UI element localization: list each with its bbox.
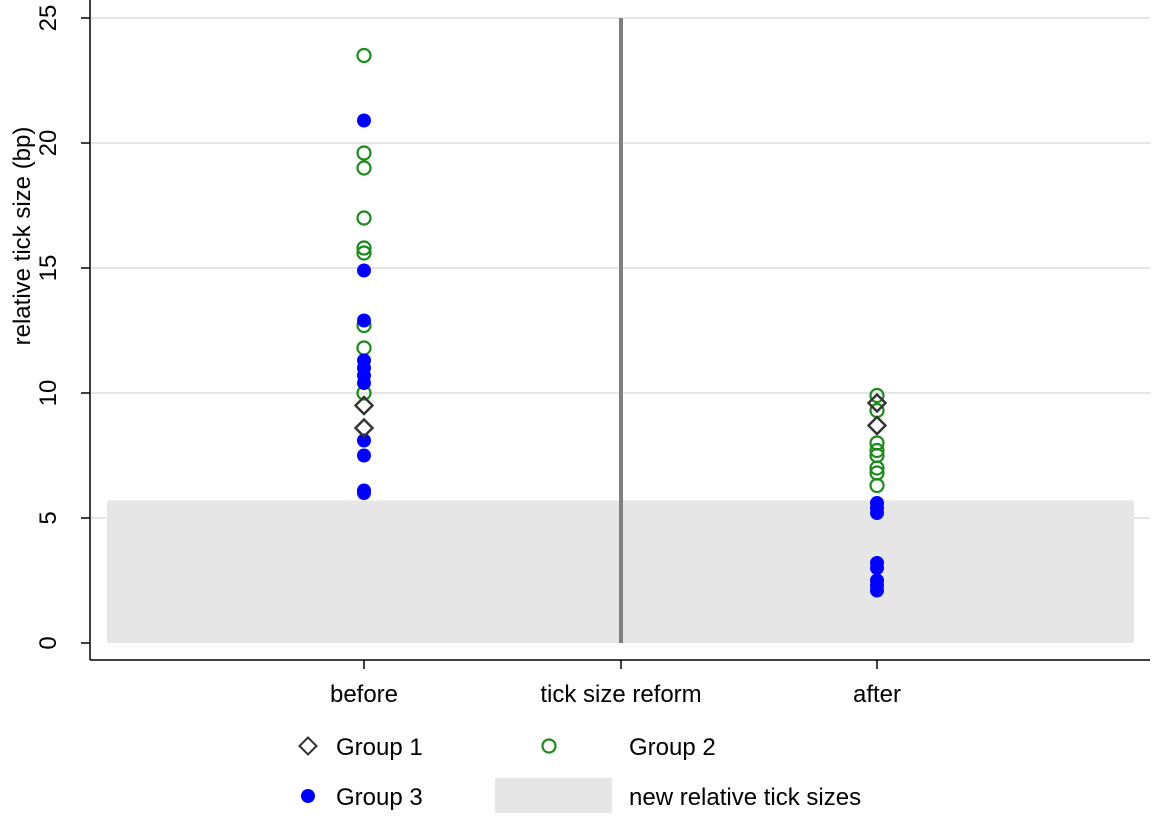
group-3-point: [870, 583, 884, 598]
y-tick-label: 5: [35, 511, 62, 524]
legend-marker-group-3: [301, 789, 315, 803]
group-1-point: [866, 415, 888, 436]
group-3-point: [357, 376, 371, 390]
legend-label-group-3: Group 3: [336, 784, 423, 811]
group-3-point: [357, 486, 371, 500]
group-2-point: [869, 460, 885, 476]
group-3-point: [357, 433, 371, 448]
x-tick-label: before: [330, 681, 398, 708]
group-3-point: [357, 313, 371, 328]
y-tick-label: 20: [35, 130, 62, 157]
group-3-point: [357, 113, 371, 128]
legend-swatch-new-relative-tick-sizes: [495, 778, 612, 813]
legend-label-group-2: Group 2: [629, 734, 716, 761]
group-1-point: [866, 392, 888, 414]
y-tick-label: 10: [35, 380, 62, 407]
group-2-point: [356, 160, 372, 176]
y-axis-label: relative tick size (bp): [9, 127, 36, 346]
x-tick-label: tick size reform: [540, 681, 701, 708]
legend-marker-group-2: [541, 738, 557, 754]
group-2-point: [356, 240, 372, 256]
legend-marker-group-1: [298, 736, 318, 756]
legend: Group 1 Group 2 Group 3 new relative tick s…: [298, 734, 861, 813]
group-2-point: [356, 47, 372, 64]
x-tick-label: after: [853, 681, 901, 708]
group-3-point: [357, 263, 371, 278]
group-1-point: [353, 395, 375, 416]
group-2-point: [869, 442, 885, 459]
group-3-point: [870, 506, 884, 520]
y-tick-label: 0: [35, 636, 62, 649]
legend-label-new-relative-tick-sizes: new relative tick sizes: [629, 784, 861, 811]
legend-label-group-1: Group 1: [336, 734, 423, 761]
group-2-point: [356, 210, 372, 226]
group-2-point: [356, 245, 372, 261]
group-1-point: [353, 417, 375, 439]
group-2-point: [356, 145, 372, 161]
y-tick-label: 15: [35, 255, 62, 282]
group-3-point: [357, 448, 371, 463]
y-tick-label: 25: [35, 5, 62, 32]
group-2-point: [356, 340, 372, 356]
group-3-point: [870, 561, 884, 575]
group-2-point: [869, 387, 885, 404]
group-2-point: [869, 477, 885, 494]
